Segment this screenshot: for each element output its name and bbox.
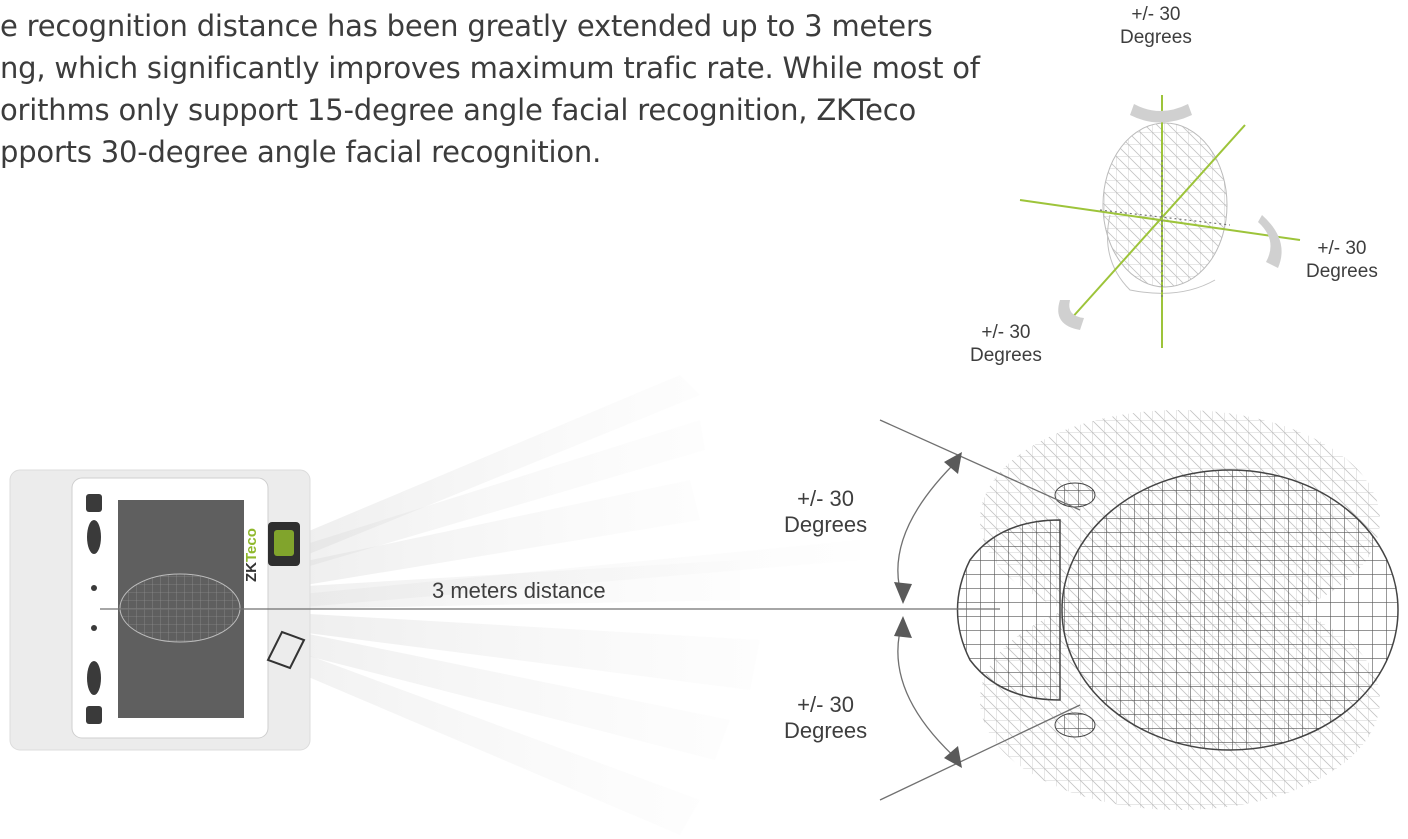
intro-line-4: pports 30-degree angle facial recognitio…: [0, 135, 602, 169]
lower-angle-label: +/- 30 Degrees: [784, 692, 868, 744]
intro-line-3: orithms only support 15-degree angle fac…: [0, 93, 917, 127]
distance-label: 3 meters distance: [432, 578, 606, 603]
upper-angle-label: +/- 30 Degrees: [784, 486, 868, 538]
intro-line-2: ng, which significantly improves maximum…: [0, 51, 980, 85]
small-label-bottom-left: +/- 30 Degrees: [970, 322, 1042, 366]
intro-line-1: e recognition distance has been greatly …: [0, 9, 933, 43]
angle-arrowheads: [894, 452, 962, 768]
recognition-beams: [240, 375, 860, 835]
small-label-right: +/- 30 Degrees: [1306, 238, 1378, 282]
small-head-axes: [1019, 95, 1301, 348]
small-label-top: +/- 30 Degrees: [1120, 4, 1192, 48]
angle-lines: [100, 419, 1081, 801]
device-brand: ZKTeco: [243, 528, 260, 582]
zkteco-device: [9, 469, 311, 751]
head-wireframe-top-view: [956, 410, 1399, 810]
